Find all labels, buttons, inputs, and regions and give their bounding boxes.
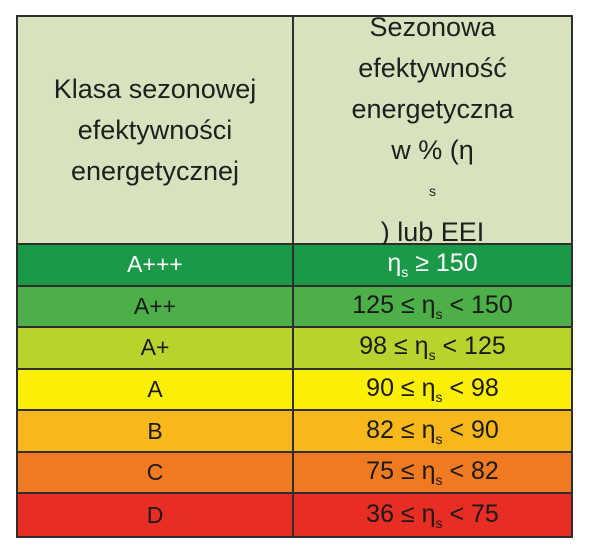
- class-cell: A++: [18, 286, 294, 329]
- range-sub: s: [435, 514, 443, 531]
- class-label: A+++: [127, 251, 183, 278]
- range-pre: 36 ≤ η: [366, 499, 436, 528]
- range-pre: η: [387, 249, 402, 278]
- range-pre: 75 ≤ η: [366, 457, 436, 486]
- efficiency-range-cell: 125 ≤ ηs < 150: [294, 286, 571, 329]
- range-post: < 82: [442, 457, 499, 486]
- range-post: < 98: [442, 373, 499, 402]
- header-class-cell: Klasa sezonowej efektywności energetyczn…: [18, 17, 294, 245]
- efficiency-range: 90 ≤ ηs < 98: [366, 374, 499, 405]
- range-sub: s: [435, 472, 443, 489]
- range-pre: 90 ≤ η: [366, 373, 436, 402]
- efficiency-range: 98 ≤ ηs < 125: [359, 332, 506, 363]
- header-class-line-3: energetycznej: [70, 155, 240, 186]
- header-efficiency-line-4: w % (η s ) lub EEI: [351, 130, 513, 253]
- header-efficiency-line-3: energetyczna: [351, 94, 514, 124]
- range-sub: s: [435, 305, 443, 322]
- header-efficiency-line-2: efektywność: [358, 53, 507, 83]
- class-cell: C: [18, 452, 294, 495]
- efficiency-range: 36 ≤ ηs < 75: [366, 500, 499, 531]
- class-cell: B: [18, 411, 294, 453]
- range-pre: 125 ≤ η: [352, 290, 436, 319]
- class-label: A+: [140, 334, 170, 361]
- class-cell: A+++: [18, 245, 294, 287]
- header-efficiency-line-1: Sezonowa: [369, 12, 496, 42]
- range-post: ≥ 150: [408, 249, 478, 278]
- efficiency-range-cell: 82 ≤ ηs < 90: [294, 411, 571, 453]
- efficiency-range-cell: 98 ≤ ηs < 125: [294, 328, 571, 370]
- class-label: A++: [133, 292, 177, 319]
- header-efficiency-pre: w % (η: [391, 135, 474, 165]
- range-sub: s: [435, 388, 443, 405]
- range-sub: s: [401, 264, 409, 281]
- class-label: C: [146, 459, 164, 486]
- class-label: A: [147, 375, 163, 402]
- range-sub: s: [428, 347, 436, 364]
- efficiency-range: ηs ≥ 150: [387, 249, 477, 280]
- efficiency-range: 125 ≤ ηs < 150: [352, 291, 512, 322]
- class-cell: A+: [18, 328, 294, 370]
- class-cell: A: [18, 369, 294, 412]
- efficiency-range-cell: ηs ≥ 150: [294, 245, 571, 287]
- energy-class-table: Klasa sezonowej efektywności energetyczn…: [16, 12, 573, 538]
- class-label: D: [146, 501, 164, 528]
- efficiency-range-cell: 90 ≤ ηs < 98: [294, 369, 571, 412]
- range-post: < 90: [442, 415, 499, 444]
- header-efficiency-post: ) lub EEI: [380, 217, 485, 247]
- efficiency-range-cell: 36 ≤ ηs < 75: [294, 494, 571, 536]
- efficiency-range: 75 ≤ ηs < 82: [366, 457, 499, 488]
- header-class-line-2: efektywności: [77, 114, 233, 145]
- range-post: < 150: [442, 290, 513, 319]
- class-cell: D: [18, 494, 294, 536]
- efficiency-range: 82 ≤ ηs < 90: [366, 416, 499, 447]
- range-post: < 125: [435, 332, 506, 361]
- header-class-line-1: Klasa sezonowej: [53, 73, 257, 104]
- range-sub: s: [435, 430, 443, 447]
- header-efficiency-sub: s: [428, 183, 436, 199]
- range-pre: 82 ≤ η: [366, 415, 436, 444]
- range-post: < 75: [442, 499, 499, 528]
- efficiency-range-cell: 75 ≤ ηs < 82: [294, 452, 571, 495]
- class-label: B: [147, 417, 163, 444]
- range-pre: 98 ≤ η: [359, 332, 429, 361]
- header-efficiency-cell: Sezonowa efektywność energetyczna w % (η…: [294, 12, 571, 247]
